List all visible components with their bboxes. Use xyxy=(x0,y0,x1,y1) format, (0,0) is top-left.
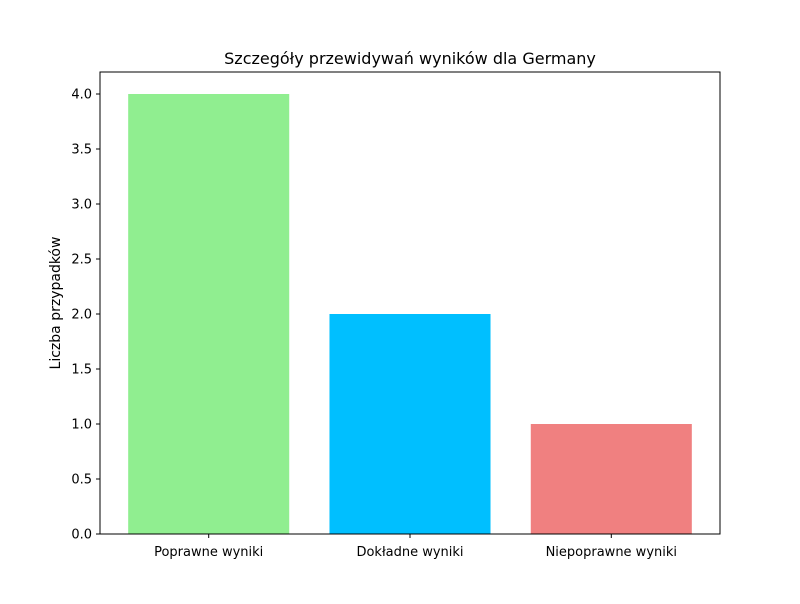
bar-1 xyxy=(329,314,491,534)
y-axis-title: Liczba przypadków xyxy=(48,237,64,370)
x-axis: Poprawne wyniki Dokładne wyniki Niepoprawn… xyxy=(154,534,677,560)
y-tick-label-5: 2.5 xyxy=(71,253,92,268)
y-tick-label-3: 1.5 xyxy=(71,363,92,378)
y-tick-label-7: 3.5 xyxy=(71,143,92,158)
plot-area xyxy=(128,94,692,534)
plot-frame xyxy=(99,71,721,535)
x-tick-label-0: Poprawne wyniki xyxy=(154,545,263,560)
bar-0 xyxy=(128,94,290,534)
y-tick-label-1: 0.5 xyxy=(71,473,92,488)
y-tick-label-8: 4.0 xyxy=(71,88,92,103)
x-tick-label-1: Dokładne wyniki xyxy=(356,545,463,560)
bar-2 xyxy=(530,424,692,534)
y-tick-label-6: 3.0 xyxy=(71,198,92,213)
y-tick-label-0: 0.0 xyxy=(71,528,92,543)
chart-title: Szczegóły przewidywań wyników dla German… xyxy=(224,49,596,68)
y-axis: 0.0 0.5 1.0 1.5 2.0 2.5 3.0 3.5 4.0 xyxy=(71,88,100,543)
y-tick-label-2: 1.0 xyxy=(71,418,92,433)
y-tick-label-4: 2.0 xyxy=(71,308,92,323)
x-tick-label-2: Niepoprawne wyniki xyxy=(546,545,677,560)
